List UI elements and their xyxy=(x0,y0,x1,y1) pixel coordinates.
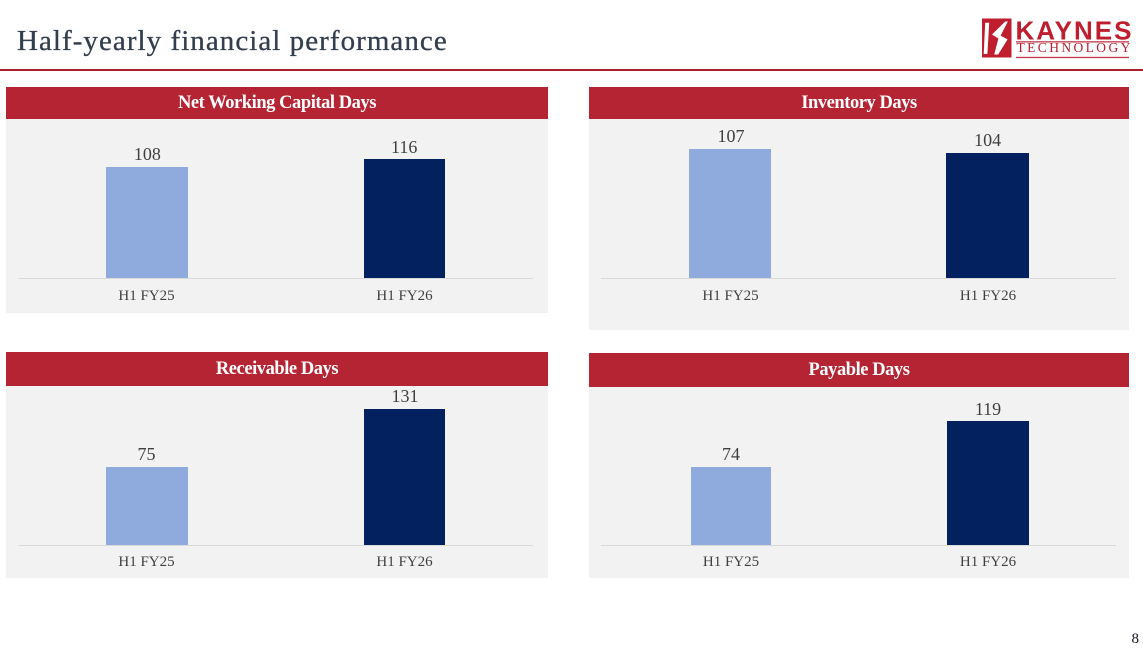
svg-text:KAYNES: KAYNES xyxy=(1016,17,1134,45)
svg-text:TECHNOLOGY: TECHNOLOGY xyxy=(1017,40,1133,55)
